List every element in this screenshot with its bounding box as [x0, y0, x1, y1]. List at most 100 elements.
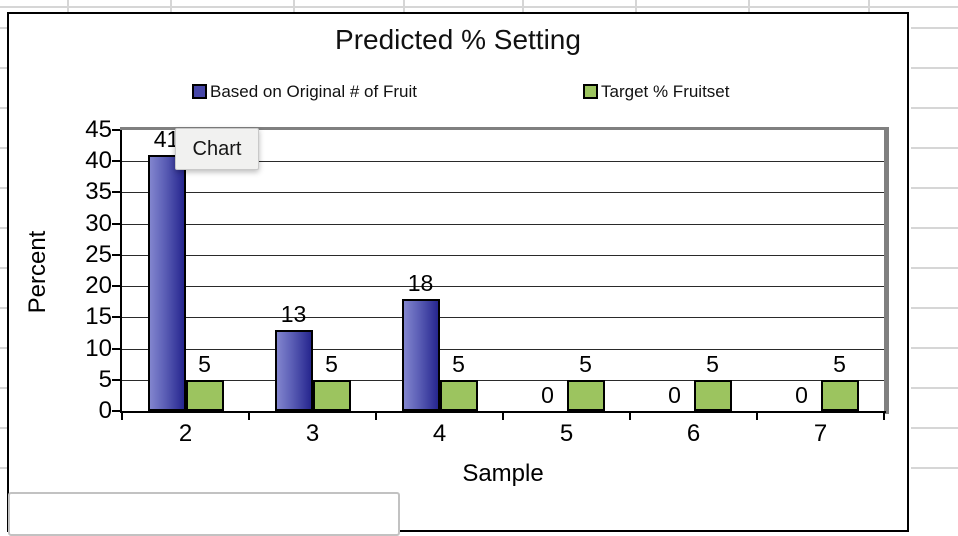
x-axis-label: 2	[178, 420, 193, 447]
x-axis-line	[120, 411, 886, 413]
y-axis-label: 15	[85, 303, 112, 330]
gridline	[122, 255, 884, 256]
legend-label-series1: Based on Original # of Fruit	[210, 82, 417, 101]
data-label-series1: 13	[280, 301, 307, 327]
bar-series2-cat7[interactable]	[820, 380, 859, 411]
bar-series2-cat3[interactable]	[312, 380, 351, 411]
bar-series2-cat4[interactable]	[439, 380, 478, 411]
chart-tooltip-label: Chart	[192, 137, 242, 160]
gridline	[122, 349, 884, 350]
sheet-column-line	[67, 0, 69, 12]
y-axis-label: 45	[85, 116, 112, 143]
x-axis-label: 6	[686, 420, 701, 447]
x-axis-tick	[121, 413, 123, 420]
x-axis-tick	[375, 413, 377, 420]
data-label-series2: 5	[579, 351, 592, 377]
y-axis-label: 25	[85, 241, 112, 268]
bar-series2-cat5[interactable]	[566, 380, 605, 411]
gridline	[122, 192, 884, 193]
gridline	[122, 161, 884, 162]
sheet-column-line	[635, 0, 637, 12]
sheet-column-line	[748, 0, 750, 12]
sheet-row-line	[911, 107, 958, 109]
legend-item-series2[interactable]: Target % Fruitset	[583, 83, 730, 100]
legend-label-series2: Target % Fruitset	[601, 82, 730, 101]
sheet-row-line	[0, 387, 7, 389]
series2-legend-marker-icon	[583, 84, 598, 99]
legend-item-series1[interactable]: Based on Original # of Fruit	[192, 83, 417, 100]
sheet-row-line	[0, 467, 7, 469]
series1-legend-marker-icon	[192, 84, 207, 99]
y-axis-tick	[112, 285, 120, 287]
y-axis-tick	[112, 316, 120, 318]
data-label-series2: 5	[452, 351, 465, 377]
y-axis-label: 0	[98, 397, 112, 424]
sheet-row-line	[911, 147, 958, 149]
y-axis-tick	[112, 223, 120, 225]
y-axis-label: 10	[85, 335, 112, 362]
sheet-row-line	[0, 187, 7, 189]
chart-title: Predicted % Setting	[335, 24, 581, 55]
sheet-row-line	[0, 427, 7, 429]
sheet-column-line	[868, 0, 870, 12]
data-label-series2: 5	[198, 351, 211, 377]
y-axis-tick	[112, 379, 120, 381]
sheet-row-line	[911, 187, 958, 189]
sheet-column-line	[403, 0, 405, 12]
sheet-row-line	[0, 27, 7, 29]
sheet-row-line	[911, 27, 958, 29]
x-axis-label: 4	[432, 420, 447, 447]
sheet-row-line	[0, 347, 7, 349]
bar-series1-cat3[interactable]	[274, 330, 313, 411]
data-label-series1: 0	[795, 382, 808, 408]
plot-border-top	[120, 127, 889, 130]
x-axis-tick	[883, 413, 885, 420]
sheet-column-line	[293, 0, 295, 12]
gridline	[122, 224, 884, 225]
y-axis-tick	[112, 160, 120, 162]
y-axis-tick	[112, 254, 120, 256]
y-axis-tick	[112, 348, 120, 350]
sheet-row-line	[0, 267, 7, 269]
sheet-row-line	[911, 227, 958, 229]
bar-series1-cat4[interactable]	[401, 299, 440, 411]
sheet-row-line	[911, 387, 958, 389]
sheet-row-line	[0, 67, 7, 69]
x-axis-title: Sample	[462, 460, 544, 487]
x-axis-label: 3	[305, 420, 320, 447]
data-label-series2: 5	[833, 351, 846, 377]
x-axis-label: 5	[559, 420, 574, 447]
bar-series2-cat2[interactable]	[185, 380, 224, 411]
y-axis-label: 5	[98, 366, 112, 393]
sheet-row-line	[911, 467, 958, 469]
chart-tooltip: Chart	[175, 128, 259, 170]
partial-object-below-chart[interactable]	[8, 492, 400, 536]
y-axis-title: Percent	[24, 230, 51, 314]
x-axis-tick	[756, 413, 758, 420]
data-label-series1: 18	[407, 270, 434, 296]
y-axis-label: 40	[85, 147, 112, 174]
sheet-column-line	[522, 0, 524, 12]
y-axis-tick	[112, 191, 120, 193]
sheet-row-line	[911, 307, 958, 309]
data-label-series2: 5	[325, 351, 338, 377]
plot-border-right	[884, 127, 889, 414]
bar-series1-cat2[interactable]	[147, 155, 186, 411]
data-label-series1: 0	[668, 382, 681, 408]
x-axis-tick	[248, 413, 250, 420]
sheet-row-line	[911, 347, 958, 349]
x-axis-tick	[502, 413, 504, 420]
bar-series2-cat6[interactable]	[693, 380, 732, 411]
sheet-row-line	[911, 267, 958, 269]
x-axis-tick	[629, 413, 631, 420]
y-axis-line	[120, 130, 122, 411]
sheet-row-line	[911, 67, 958, 69]
y-axis-label: 20	[85, 272, 112, 299]
sheet-column-line	[170, 0, 172, 12]
data-label-series2: 5	[706, 351, 719, 377]
sheet-row-line	[911, 427, 958, 429]
gridline	[122, 380, 884, 381]
plot-area[interactable]	[122, 130, 884, 411]
sheet-row-line	[0, 307, 7, 309]
sheet-row-line	[0, 147, 7, 149]
